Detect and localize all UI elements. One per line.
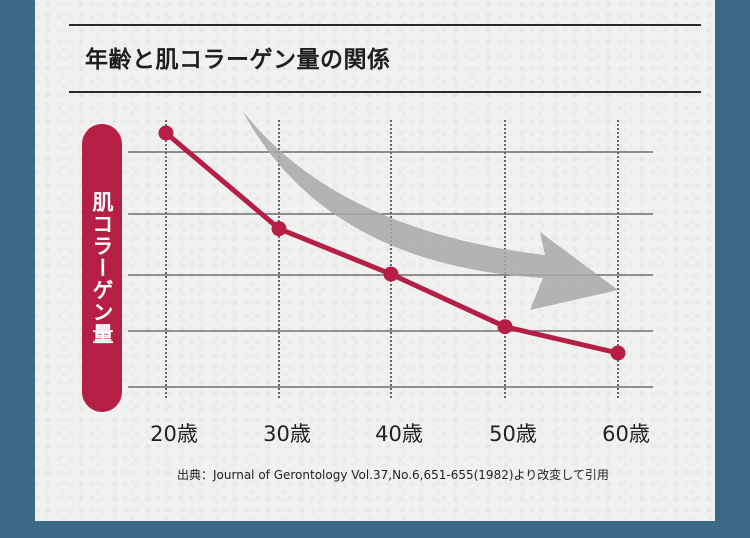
y-axis-label-pill: 肌コラーゲン量: [82, 124, 122, 412]
title-rule-top: [69, 24, 701, 26]
trend-arrow-icon: [242, 110, 618, 310]
x-tick-label: 40歳: [375, 422, 423, 446]
x-tick-label: 30歳: [263, 422, 311, 446]
source-citation: 出典：Journal of Gerontology Vol.37,No.6,65…: [177, 468, 609, 482]
x-tick-label: 20歳: [150, 422, 198, 446]
data-point: [497, 319, 513, 335]
data-point: [158, 125, 174, 141]
paper-panel: 年齢と肌コラーゲン量の関係 肌コラーゲン量 20歳 30歳 40歳 50歳 60歳 出典…: [35, 0, 715, 521]
data-points: [158, 125, 626, 361]
title-rule-bottom: [69, 91, 701, 93]
y-axis-label: 肌コラーゲン量: [90, 191, 114, 345]
data-point: [610, 345, 626, 361]
x-axis-ticks: 20歳 30歳 40歳 50歳 60歳: [35, 418, 715, 448]
x-tick-label: 60歳: [602, 422, 650, 446]
data-point: [383, 266, 399, 282]
chart-title: 年齢と肌コラーゲン量の関係: [85, 47, 391, 73]
data-point: [271, 221, 287, 237]
line-chart: [128, 110, 653, 400]
x-tick-label: 50歳: [489, 422, 537, 446]
